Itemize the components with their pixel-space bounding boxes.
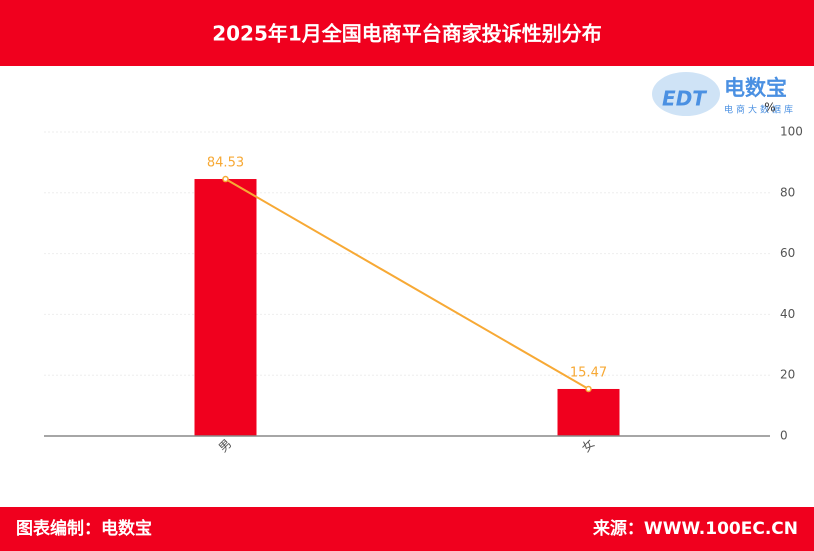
- logo-name: 电数宝: [724, 76, 787, 100]
- y-tick-label: 40: [780, 307, 795, 321]
- watermark: EDT 电数宝 电商大数据库: [652, 72, 796, 116]
- logo-text: EDT: [662, 87, 707, 111]
- footer-left: 图表编制：电数宝: [16, 518, 152, 539]
- footer-right: 来源：WWW.100EC.CN: [592, 518, 798, 539]
- y-tick-label: 60: [780, 246, 795, 260]
- x-tick-label: 男: [216, 436, 234, 454]
- y-unit: %: [764, 101, 775, 115]
- footer-band: [0, 507, 814, 551]
- line-point: [585, 385, 592, 393]
- data-label: 15.47: [570, 365, 607, 380]
- data-label: 84.53: [207, 156, 244, 171]
- logo-tagline: 电商大数据库: [724, 104, 796, 116]
- bar: [194, 179, 257, 436]
- y-tick-label: 100: [780, 125, 803, 139]
- header-band: [0, 0, 814, 66]
- chart-title: 2025年1月全国电商平台商家投诉性别分布: [212, 22, 602, 46]
- x-tick-label: 女: [578, 436, 597, 455]
- line-point: [222, 175, 229, 183]
- y-tick-label: 20: [780, 368, 795, 382]
- logo-cloud: [652, 72, 720, 116]
- y-tick-label: 80: [780, 185, 795, 199]
- y-tick-label: 0: [780, 429, 788, 443]
- bar: [557, 388, 620, 436]
- line: [224, 178, 590, 390]
